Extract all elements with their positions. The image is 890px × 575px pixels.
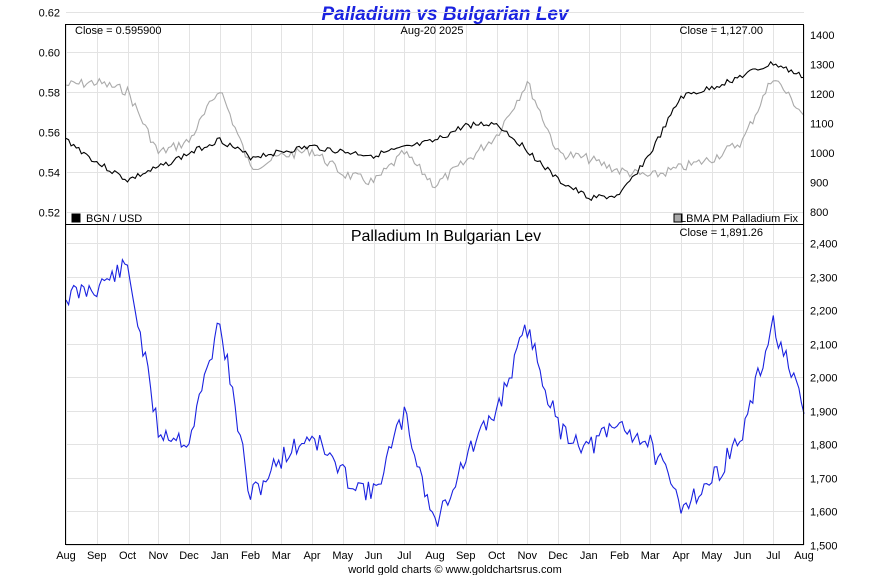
- left-tick-label: 0.54: [39, 168, 60, 180]
- series-line-palladium-fix: [65, 77, 805, 189]
- x-tick-label: Jul: [397, 550, 411, 562]
- x-tick-label: Sep: [456, 550, 476, 562]
- chart-title: Palladium vs Bulgarian Lev: [321, 4, 570, 25]
- x-tick-label: Nov: [148, 550, 168, 562]
- right-tick-label: 1300: [810, 60, 834, 72]
- bottom-right-tick-label: 2,200: [810, 306, 838, 318]
- bottom-close: Close = 1,891.26: [680, 227, 763, 239]
- legend-swatch-palladium: [673, 213, 683, 223]
- right-tick-label: 1100: [810, 119, 834, 131]
- bottom-right-tick-label: 2,000: [810, 373, 838, 385]
- left-tick-label: 0.52: [39, 208, 60, 220]
- right-tick-label: 900: [810, 178, 828, 190]
- right-tick-label: 1200: [810, 89, 834, 101]
- x-tick-label: Aug: [794, 550, 814, 562]
- right-tick-label: 1400: [810, 30, 834, 42]
- left-tick-label: 0.58: [39, 88, 60, 100]
- legend-label-bgn: BGN / USD: [86, 213, 142, 225]
- x-tick-label: Jul: [766, 550, 780, 562]
- footer-credit: world gold charts © www.goldchartsrus.co…: [347, 564, 562, 575]
- bottom-right-tick-label: 1,700: [810, 474, 838, 486]
- bottom-panel-title: Palladium In Bulgarian Lev: [351, 228, 541, 245]
- x-tick-label: Oct: [119, 550, 136, 562]
- x-tick-label: May: [332, 550, 353, 562]
- x-tick-label: Mar: [272, 550, 291, 562]
- bottom-right-tick-label: 1,500: [810, 541, 838, 553]
- right-tick-label: 800: [810, 207, 828, 219]
- x-tick-label: Oct: [488, 550, 505, 562]
- x-tick-label: Dec: [548, 550, 568, 562]
- x-tick-label: Feb: [610, 550, 629, 562]
- x-tick-label: Apr: [303, 550, 320, 562]
- x-tick-label: Aug: [425, 550, 445, 562]
- x-tick-label: Jun: [734, 550, 752, 562]
- top-left-close: Close = 0.595900: [75, 25, 162, 37]
- top-panel-frame: [65, 24, 804, 225]
- top-right-close: Close = 1,127.00: [680, 25, 763, 37]
- x-tick-label: Dec: [179, 550, 199, 562]
- x-tick-label: Jan: [580, 550, 598, 562]
- x-tick-label: Sep: [87, 550, 107, 562]
- bottom-right-tick-label: 1,900: [810, 407, 838, 419]
- series-line-bgn-usd: [65, 60, 805, 202]
- x-tick-label: Mar: [641, 550, 660, 562]
- x-tick-label: Jun: [365, 550, 383, 562]
- x-tick-label: May: [701, 550, 722, 562]
- series-line-palladium-lev: [65, 258, 805, 527]
- bottom-panel-frame: [65, 224, 804, 545]
- top-date: Aug-20 2025: [401, 25, 464, 37]
- left-tick-label: 0.56: [39, 128, 60, 140]
- x-tick-label: Feb: [241, 550, 260, 562]
- bottom-right-tick-label: 2,300: [810, 273, 838, 285]
- x-tick-label: Nov: [517, 550, 537, 562]
- bottom-right-tick-label: 2,400: [810, 239, 838, 251]
- bottom-right-tick-label: 2,100: [810, 340, 838, 352]
- legend-label-palladium: LBMA PM Palladium Fix: [680, 213, 798, 225]
- left-tick-label: 0.62: [39, 8, 60, 20]
- x-tick-label: Jan: [211, 550, 229, 562]
- x-tick-label: Apr: [672, 550, 689, 562]
- left-tick-label: 0.60: [39, 48, 60, 60]
- right-tick-label: 1000: [810, 148, 834, 160]
- bottom-right-tick-label: 1,800: [810, 440, 838, 452]
- bottom-right-tick-label: 1,600: [810, 507, 838, 519]
- legend-swatch-bgn: [71, 213, 81, 223]
- x-tick-label: Aug: [56, 550, 76, 562]
